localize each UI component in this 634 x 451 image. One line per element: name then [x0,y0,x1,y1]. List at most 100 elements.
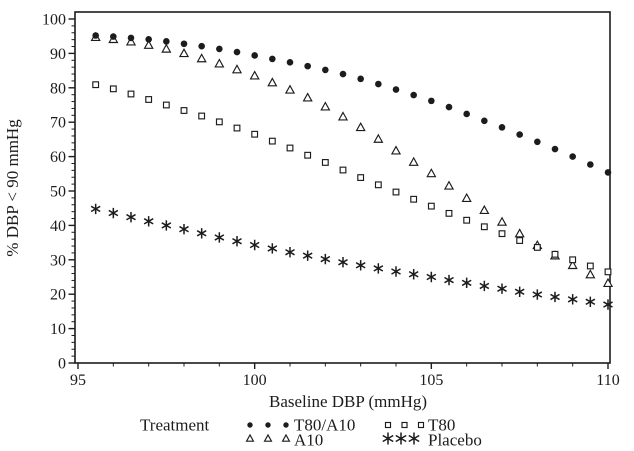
marker-filled-circle [392,86,400,93]
y-tick-label: 10 [50,321,66,338]
marker-asterisk [585,296,596,307]
marker-open-square [604,268,612,276]
marker-asterisk [232,236,242,247]
marker-open-triangle [408,156,419,166]
marker-open-triangle [514,228,525,238]
marker-asterisk [497,283,507,294]
marker-open-triangle [249,70,260,80]
marker-open-triangle [337,111,349,121]
legend: Treatment T80/A10 T80 A10 Placebo [140,416,482,450]
marker-open-triangle [214,58,225,68]
marker-filled-circle [247,422,253,428]
marker-open-triangle [373,133,384,143]
marker-asterisk [382,432,394,445]
x-tick-label: 95 [70,372,86,389]
marker-asterisk [461,277,472,289]
marker-open-triangle [496,216,508,226]
marker-filled-circle [534,138,541,146]
marker-asterisk [214,232,225,243]
marker-open-square [480,223,488,231]
marker-open-triangle [281,433,291,442]
marker-open-triangle [602,277,614,287]
marker-open-triangle [161,43,172,53]
legend-label: T80 [428,416,455,435]
x-axis: 95 100 105 110 [70,363,620,389]
y-tick-label: 50 [50,184,66,201]
marker-open-triangle [585,269,596,279]
marker-open-square [586,262,594,270]
marker-filled-circle [92,32,99,39]
series-placebo [90,203,613,310]
y-tick-label: 100 [42,12,66,29]
marker-open-triangle [245,433,255,442]
marker-filled-circle [463,110,470,118]
marker-asterisk [550,291,560,303]
marker-filled-circle [251,52,258,59]
marker-asterisk [320,253,331,265]
marker-open-triangle [231,64,243,74]
marker-filled-circle [233,48,241,56]
marker-open-square [215,118,223,126]
y-tick-label: 60 [50,149,66,166]
legend-entry-placebo: Placebo [382,431,482,450]
legend-entry-t80: T80 [384,416,455,435]
marker-open-square [410,195,418,203]
marker-asterisk [338,257,348,268]
marker-asterisk [249,239,260,251]
marker-asterisk [196,228,207,239]
marker-open-square [304,151,312,159]
marker-filled-circle [163,38,170,45]
marker-open-square [445,209,453,217]
marker-filled-circle [481,117,488,125]
y-tick-label: 30 [50,252,66,269]
marker-open-square [516,237,524,244]
marker-filled-circle [410,91,417,99]
marker-open-square [551,250,559,258]
marker-open-square [180,107,188,114]
y-axis: 0 10 20 30 40 50 60 70 80 90 100 [42,12,75,373]
marker-filled-circle [339,70,347,78]
marker-filled-circle [498,124,506,131]
legend-label: Placebo [428,431,482,450]
x-axis-title: Baseline DBP (mmHg) [269,392,427,411]
marker-filled-circle [110,33,117,40]
marker-open-square [162,101,170,109]
marker-open-square [109,85,117,93]
y-axis-title: % DBP < 90 mmHg [3,119,22,257]
marker-open-square [498,230,506,238]
marker-asterisk [408,269,419,280]
marker-asterisk [126,211,136,223]
marker-open-triangle [320,101,331,111]
series-t80 [92,81,612,276]
marker-asterisk [143,216,154,227]
marker-open-square [533,243,541,251]
marker-filled-circle [145,35,152,43]
marker-asterisk [444,274,454,286]
marker-open-square [357,174,365,182]
marker-open-triangle [302,92,313,102]
marker-open-square [374,181,382,189]
marker-open-square [127,90,135,98]
y-tick-label: 90 [50,46,66,63]
marker-asterisk [267,243,278,254]
marker-filled-circle [587,161,594,168]
marker-filled-circle [216,45,223,53]
marker-filled-circle [283,422,289,428]
marker-open-triangle [178,48,190,58]
legend-entry-a10: A10 [245,431,323,450]
marker-asterisk [108,207,119,219]
marker-asterisk [426,271,437,283]
series-t80-a10 [92,32,612,176]
marker-open-triangle [443,180,455,190]
legend-entry-t80-a10: T80/A10 [247,416,355,435]
marker-open-square [339,166,347,174]
marker-asterisk [179,223,189,235]
marker-asterisk [532,289,543,300]
marker-open-triangle [390,145,402,155]
marker-open-square [145,96,153,103]
marker-open-triangle [267,77,278,87]
marker-asterisk [567,294,578,305]
marker-asterisk [479,280,490,292]
